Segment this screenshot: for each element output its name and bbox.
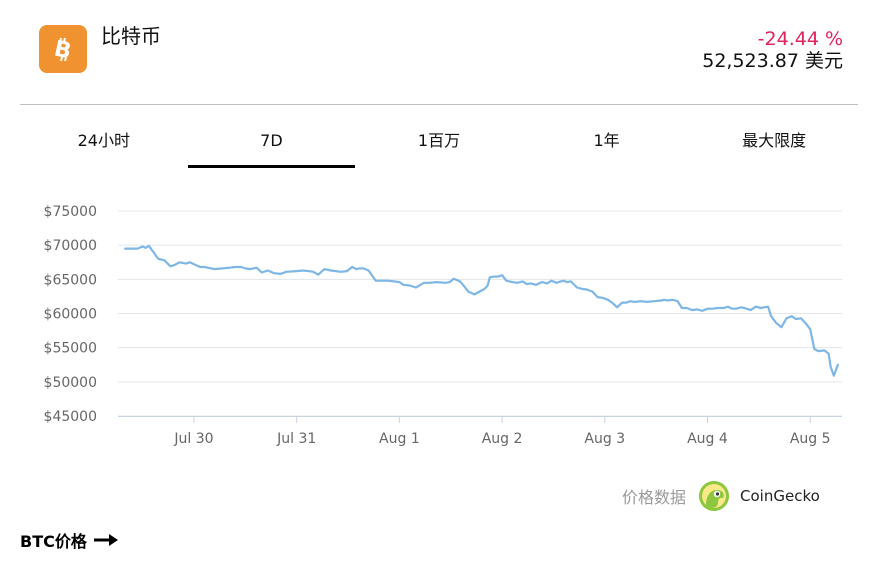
price-series-line bbox=[124, 244, 840, 377]
tab-1m[interactable]: 1百万 bbox=[417, 131, 461, 150]
price-block: -24.44 % 52,523.87 美元 bbox=[702, 28, 843, 72]
y-tick-label: $70000 bbox=[44, 238, 97, 254]
tab-24h[interactable]: 24小时 bbox=[77, 131, 130, 150]
y-tick-label: $50000 bbox=[44, 375, 97, 391]
bitcoin-icon: B bbox=[52, 36, 74, 64]
bitcoin-logo: B bbox=[39, 25, 87, 73]
coingecko-name[interactable]: CoinGecko bbox=[740, 487, 820, 505]
price-value: 52,523.87 美元 bbox=[702, 50, 843, 72]
btc-price-link[interactable]: BTC价格 bbox=[20, 528, 119, 552]
attribution-text: 价格数据 bbox=[622, 488, 687, 507]
x-tick-label: Jul 30 bbox=[173, 431, 213, 447]
x-tick-label: Jul 31 bbox=[276, 431, 316, 447]
tab-1y[interactable]: 1年 bbox=[593, 131, 620, 150]
x-tick-label: Aug 3 bbox=[584, 431, 625, 447]
header-divider bbox=[20, 104, 858, 105]
y-tick-label: $65000 bbox=[44, 272, 97, 288]
tab-7d[interactable]: 7D bbox=[187, 120, 356, 168]
timeframe-tabs: 24小时 7D 1百万 1年 最大限度 bbox=[20, 120, 858, 168]
y-tick-label: $60000 bbox=[44, 307, 97, 323]
btc-price-label[interactable]: BTC价格 bbox=[20, 532, 87, 551]
x-tick-label: Aug 1 bbox=[379, 431, 420, 447]
price-chart: $75000 $70000 $65000 $60000 $55000 $50000 $450… bbox=[44, 204, 842, 447]
x-tick-label: Aug 2 bbox=[482, 431, 523, 447]
y-tick-label: $75000 bbox=[44, 204, 97, 220]
x-tick-label: Aug 4 bbox=[687, 431, 728, 447]
svg-text:B: B bbox=[52, 36, 74, 64]
tab-max[interactable]: 最大限度 bbox=[742, 131, 807, 150]
y-tick-label: $45000 bbox=[44, 409, 97, 425]
price-change: -24.44 % bbox=[757, 28, 843, 50]
arrow-right-icon[interactable] bbox=[93, 533, 119, 547]
coin-name: 比特币 bbox=[101, 24, 161, 48]
y-tick-label: $55000 bbox=[44, 341, 97, 357]
data-attribution: 价格数据 CoinGecko bbox=[622, 480, 820, 512]
x-tick-label: Aug 5 bbox=[790, 431, 831, 447]
coingecko-icon[interactable] bbox=[698, 480, 730, 512]
